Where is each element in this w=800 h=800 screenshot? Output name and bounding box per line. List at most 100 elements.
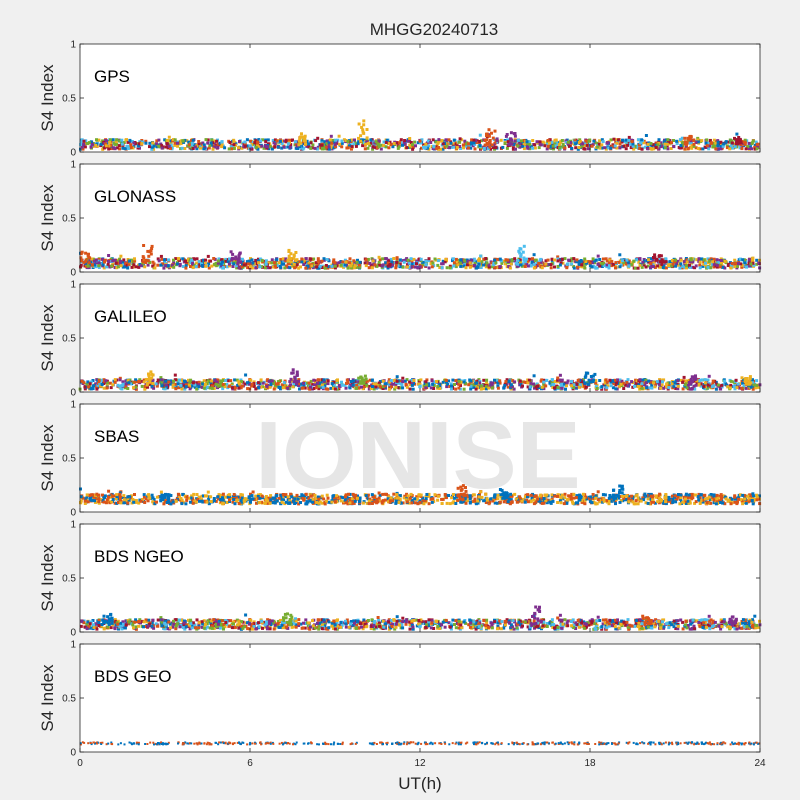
data-point bbox=[736, 264, 739, 268]
data-point bbox=[503, 142, 507, 145]
data-point bbox=[405, 385, 409, 389]
data-point bbox=[377, 260, 381, 264]
data-point bbox=[739, 262, 743, 266]
data-point bbox=[125, 138, 128, 142]
data-point bbox=[427, 257, 431, 261]
data-point bbox=[461, 260, 465, 264]
data-point bbox=[589, 375, 593, 378]
data-point bbox=[605, 263, 608, 267]
data-point bbox=[113, 380, 117, 384]
data-point bbox=[523, 265, 527, 268]
data-point bbox=[233, 378, 237, 382]
data-point bbox=[114, 140, 118, 144]
data-point bbox=[751, 261, 755, 265]
data-point bbox=[253, 141, 257, 145]
data-point bbox=[676, 384, 680, 388]
data-point bbox=[600, 261, 604, 265]
data-point bbox=[553, 380, 557, 383]
data-point bbox=[195, 381, 199, 385]
data-point bbox=[743, 378, 747, 382]
data-point bbox=[528, 387, 532, 391]
data-point bbox=[194, 265, 198, 269]
data-point bbox=[535, 387, 539, 391]
data-point bbox=[97, 379, 101, 383]
data-point bbox=[407, 146, 411, 149]
data-point bbox=[512, 143, 516, 147]
data-point bbox=[81, 147, 85, 151]
data-point bbox=[352, 379, 356, 383]
data-point bbox=[227, 262, 231, 266]
data-point bbox=[252, 384, 256, 388]
data-point bbox=[476, 265, 480, 269]
data-point bbox=[399, 138, 403, 142]
data-point bbox=[172, 265, 176, 269]
data-point bbox=[259, 139, 263, 143]
data-point bbox=[89, 260, 93, 264]
data-point bbox=[389, 143, 393, 147]
data-point bbox=[689, 258, 693, 262]
data-point bbox=[549, 266, 553, 270]
data-point bbox=[97, 266, 101, 269]
data-point bbox=[348, 257, 352, 261]
data-point bbox=[396, 264, 400, 267]
data-point bbox=[184, 383, 188, 387]
data-point bbox=[554, 138, 558, 142]
data-point bbox=[398, 258, 402, 262]
data-point bbox=[673, 381, 677, 385]
data-point bbox=[288, 138, 291, 142]
data-point bbox=[122, 141, 126, 144]
data-point bbox=[228, 384, 232, 388]
data-point bbox=[128, 138, 132, 142]
data-point bbox=[273, 264, 277, 268]
data-point bbox=[452, 138, 456, 142]
data-point bbox=[239, 260, 242, 264]
data-point bbox=[584, 371, 588, 375]
data-point bbox=[150, 384, 154, 388]
data-point bbox=[200, 264, 204, 267]
data-point bbox=[92, 259, 96, 263]
data-point bbox=[391, 263, 394, 267]
data-point bbox=[489, 147, 493, 151]
data-point bbox=[335, 140, 339, 144]
data-point bbox=[212, 141, 216, 145]
data-point bbox=[339, 495, 343, 499]
data-point bbox=[268, 501, 272, 505]
data-point bbox=[286, 142, 290, 146]
data-point bbox=[141, 255, 145, 259]
data-point bbox=[701, 147, 705, 151]
data-point bbox=[575, 382, 579, 386]
data-point bbox=[418, 265, 422, 269]
data-point bbox=[87, 141, 91, 145]
data-point bbox=[126, 387, 130, 390]
data-point bbox=[746, 145, 750, 149]
data-point bbox=[87, 385, 91, 389]
data-point bbox=[688, 265, 692, 269]
data-point bbox=[201, 141, 205, 145]
data-point bbox=[366, 146, 370, 150]
data-point bbox=[684, 264, 688, 268]
data-point bbox=[107, 254, 111, 257]
data-point bbox=[692, 138, 696, 142]
data-point bbox=[224, 259, 228, 263]
data-point bbox=[305, 144, 309, 148]
data-point bbox=[570, 262, 574, 266]
data-point bbox=[343, 263, 347, 267]
data-point bbox=[140, 262, 144, 266]
data-point bbox=[605, 386, 609, 390]
data-point bbox=[674, 264, 678, 268]
data-point bbox=[664, 138, 668, 142]
data-point bbox=[209, 259, 213, 263]
data-point bbox=[571, 141, 575, 145]
data-point bbox=[160, 380, 164, 384]
data-point bbox=[405, 257, 409, 261]
data-point bbox=[337, 386, 340, 389]
data-point bbox=[405, 492, 409, 496]
data-point bbox=[332, 380, 336, 384]
data-point bbox=[533, 146, 537, 150]
data-point bbox=[284, 384, 288, 388]
data-point bbox=[146, 263, 150, 267]
data-point bbox=[108, 381, 112, 385]
data-point bbox=[395, 375, 399, 379]
data-point bbox=[320, 143, 324, 147]
data-point bbox=[256, 381, 260, 385]
